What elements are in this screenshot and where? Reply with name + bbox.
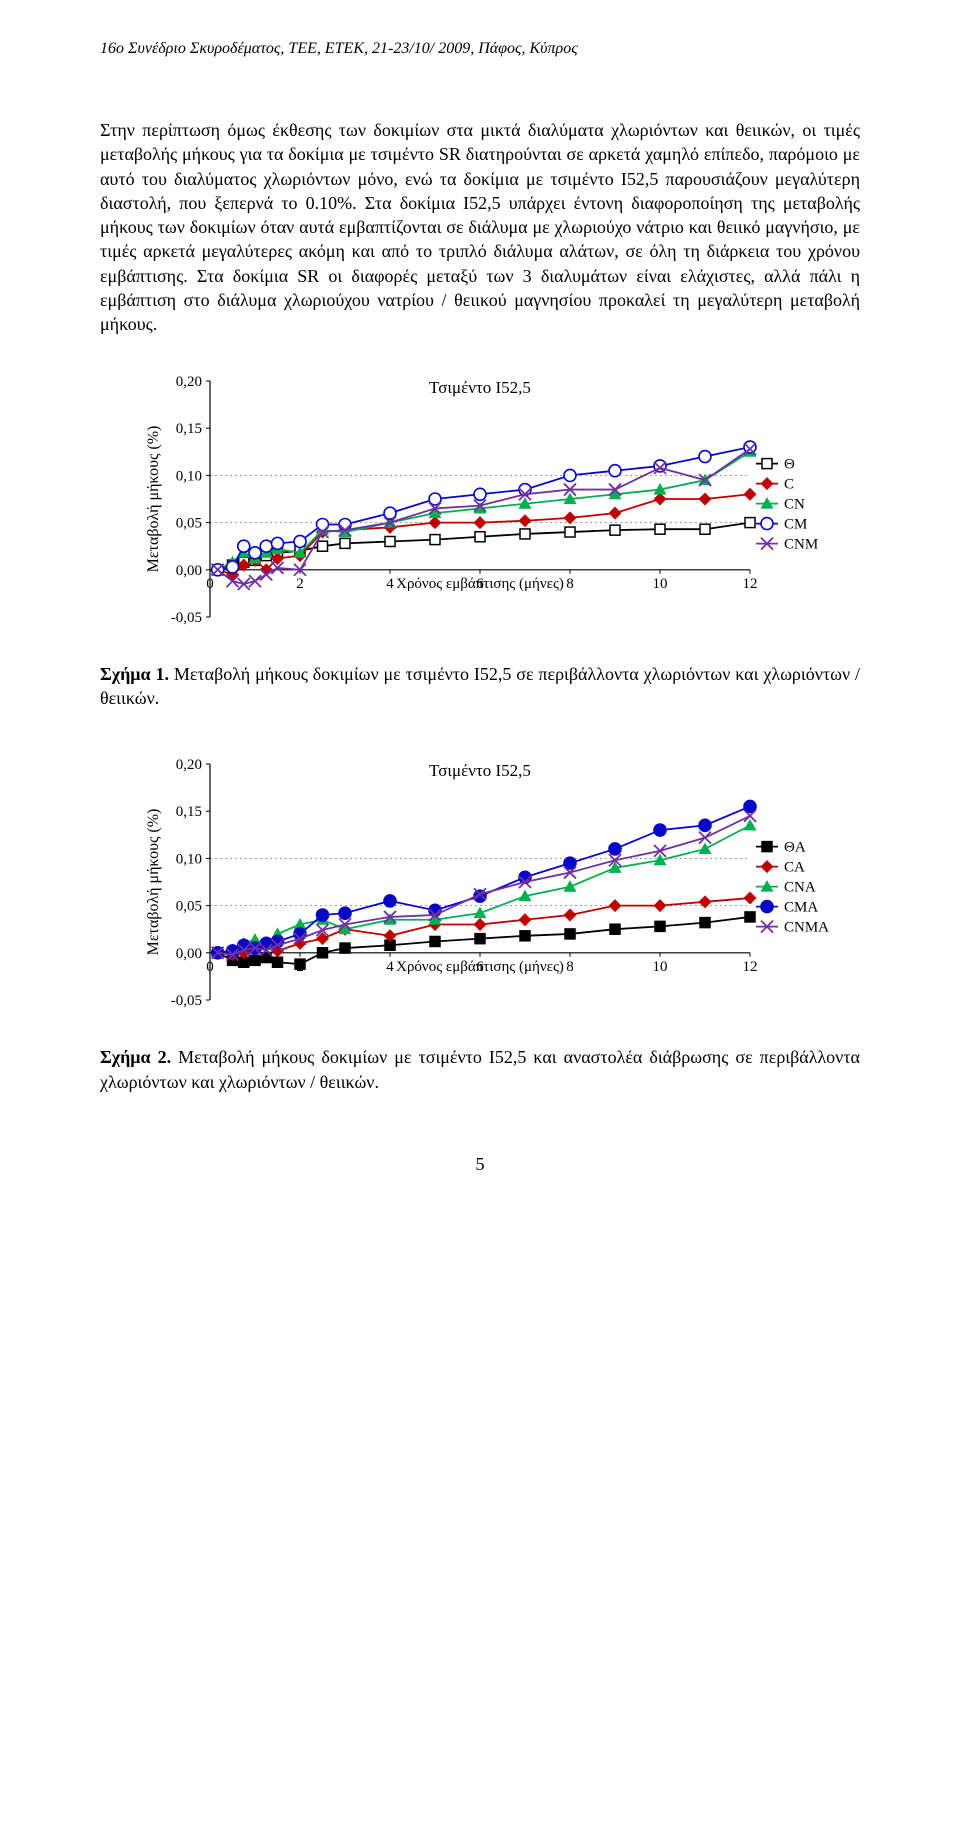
figure-1-label: Σχήμα 1. <box>100 664 169 684</box>
svg-text:-0,05: -0,05 <box>171 610 202 626</box>
svg-text:0,10: 0,10 <box>176 468 202 484</box>
svg-text:Χρόνος εμβάπτισης (μήνες): Χρόνος εμβάπτισης (μήνες) <box>396 575 564 591</box>
svg-text:CNM: CNM <box>784 536 818 552</box>
svg-text:10: 10 <box>653 575 668 591</box>
figure-2: -0,050,000,050,100,150,20024681012Τσιμέν… <box>140 750 860 1035</box>
figure-2-caption: Σχήμα 2. Μεταβολή μήκους δοκιμίων με τσι… <box>100 1045 860 1094</box>
svg-text:-0,05: -0,05 <box>171 993 202 1009</box>
svg-text:0: 0 <box>206 575 214 591</box>
svg-text:4: 4 <box>386 575 394 591</box>
svg-text:0: 0 <box>206 959 214 975</box>
svg-text:CNMA: CNMA <box>784 920 829 936</box>
figure-2-text: Μεταβολή μήκους δοκιμίων με τσιμέντο I52… <box>100 1047 860 1091</box>
svg-text:0,15: 0,15 <box>176 421 202 437</box>
svg-text:2: 2 <box>296 575 304 591</box>
page-header: 16ο Συνέδριο Σκυροδέματος, ΤΕΕ, ΕΤΕΚ, 21… <box>100 40 860 58</box>
svg-text:0,10: 0,10 <box>176 852 202 868</box>
svg-text:Τσιμέντο I52,5: Τσιμέντο I52,5 <box>429 378 531 397</box>
svg-text:Θ: Θ <box>784 456 795 472</box>
svg-text:CN: CN <box>784 496 805 512</box>
svg-text:0,00: 0,00 <box>176 562 202 578</box>
svg-text:Χρόνος εμβάπτισης (μήνες): Χρόνος εμβάπτισης (μήνες) <box>396 959 564 975</box>
svg-text:Τσιμέντο I52,5: Τσιμέντο I52,5 <box>429 761 531 780</box>
svg-text:C: C <box>784 476 794 492</box>
svg-text:Μεταβολή μήκους (%): Μεταβολή μήκους (%) <box>145 425 162 572</box>
svg-text:0,05: 0,05 <box>176 899 202 915</box>
chart2-svg: -0,050,000,050,100,150,20024681012Τσιμέν… <box>140 750 840 1030</box>
svg-text:12: 12 <box>743 575 758 591</box>
svg-text:10: 10 <box>653 959 668 975</box>
svg-text:CMA: CMA <box>784 900 818 916</box>
svg-text:8: 8 <box>566 959 574 975</box>
svg-text:0,20: 0,20 <box>176 757 202 773</box>
svg-text:CM: CM <box>784 516 807 532</box>
figure-1-text: Μεταβολή μήκους δοκιμίων με τσιμέντο I52… <box>100 664 860 708</box>
svg-text:ΘA: ΘA <box>784 840 806 856</box>
chart1-svg: -0,050,000,050,100,150,20024681012Τσιμέν… <box>140 367 840 647</box>
svg-text:4: 4 <box>386 959 394 975</box>
svg-text:0,05: 0,05 <box>176 515 202 531</box>
svg-text:Μεταβολή μήκους (%): Μεταβολή μήκους (%) <box>145 809 162 956</box>
figure-2-label: Σχήμα 2. <box>100 1047 171 1067</box>
svg-text:0,15: 0,15 <box>176 804 202 820</box>
figure-1: -0,050,000,050,100,150,20024681012Τσιμέν… <box>140 367 860 652</box>
svg-text:CNA: CNA <box>784 880 816 896</box>
figure-1-caption: Σχήμα 1. Μεταβολή μήκους δοκιμίων με τσι… <box>100 662 860 711</box>
svg-text:0,20: 0,20 <box>176 374 202 390</box>
page: 16ο Συνέδριο Σκυροδέματος, ΤΕΕ, ΕΤΕΚ, 21… <box>0 0 960 1235</box>
page-number: 5 <box>100 1154 860 1175</box>
svg-text:8: 8 <box>566 575 574 591</box>
body-paragraph: Στην περίπτωση όμως έκθεσης των δοκιμίων… <box>100 118 860 337</box>
svg-text:CA: CA <box>784 860 805 876</box>
svg-text:0,00: 0,00 <box>176 946 202 962</box>
svg-text:12: 12 <box>743 959 758 975</box>
